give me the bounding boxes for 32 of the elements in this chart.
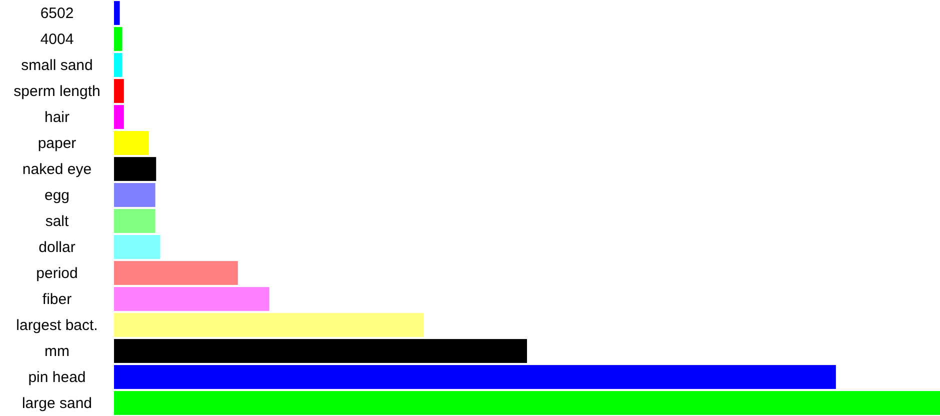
y-tick-label: naked eye [22, 160, 92, 178]
y-tick-label: small sand [21, 56, 93, 74]
y-tick-label: salt [45, 212, 70, 230]
bar [114, 27, 122, 51]
y-tick-label: hair [44, 108, 70, 126]
y-tick-label: mm [44, 342, 70, 360]
bar [114, 131, 149, 155]
y-tick-label: large sand [22, 394, 92, 412]
bar [114, 313, 424, 337]
bar [114, 235, 160, 259]
bar [114, 365, 836, 389]
y-tick-label: largest bact. [16, 316, 98, 334]
y-tick-label: fiber [42, 290, 72, 308]
bar [114, 261, 238, 285]
bar [114, 53, 122, 77]
bar [114, 1, 120, 25]
y-tick-label: egg [44, 186, 70, 204]
y-tick-label: period [36, 264, 78, 282]
bar [114, 79, 124, 103]
bar [114, 287, 270, 311]
bar [114, 209, 156, 233]
y-tick-label: sperm length [14, 82, 100, 100]
bar [114, 105, 124, 129]
bar [114, 339, 527, 363]
y-tick-label: paper [38, 134, 76, 152]
bar [114, 391, 940, 415]
y-tick-label: 6502 [40, 4, 74, 22]
bar [114, 157, 156, 181]
y-tick-label: dollar [38, 238, 76, 256]
y-tick-label: pin head [28, 368, 86, 386]
bar [114, 183, 156, 207]
y-tick-label: 4004 [40, 30, 74, 48]
